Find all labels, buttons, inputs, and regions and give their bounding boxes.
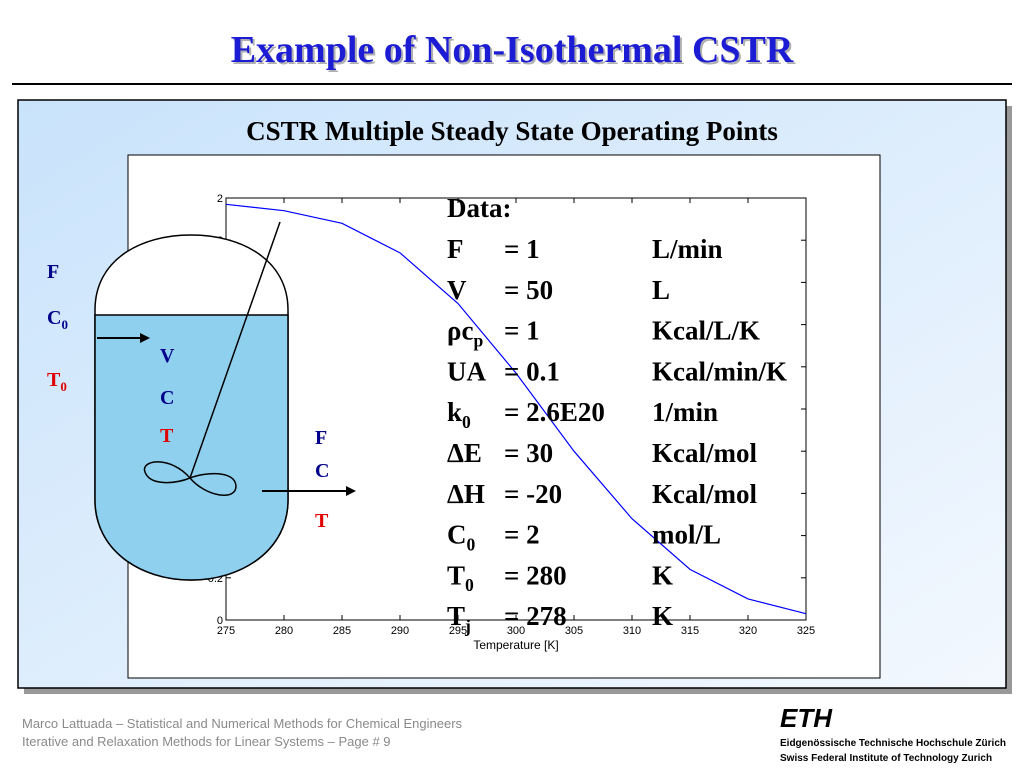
- data-value: = 1: [504, 234, 540, 264]
- stirrer-shaft: [189, 221, 281, 479]
- data-symbol: V: [447, 275, 467, 305]
- data-symbol: ΔH: [447, 479, 485, 509]
- data-unit: L/min: [652, 234, 723, 264]
- data-value: = 278: [504, 601, 567, 631]
- x-tick-label: 315: [681, 625, 699, 637]
- data-value: = -20: [504, 479, 562, 509]
- outlet-label: T: [315, 510, 329, 532]
- impeller: [143, 461, 237, 496]
- x-tick-label: 320: [739, 625, 757, 637]
- logo-line: Swiss Federal Institute of Technology Zu…: [780, 753, 992, 764]
- data-symbol: k0: [447, 397, 471, 432]
- contents-label: C: [160, 387, 174, 409]
- data-symbol-base: F: [447, 234, 464, 264]
- x-tick-label: 290: [391, 625, 409, 637]
- x-tick-label: 295: [449, 625, 467, 637]
- contents-label: V: [160, 345, 175, 367]
- curve: [225, 203, 807, 615]
- data-symbol-base: ΔE: [447, 438, 482, 468]
- x-axis-label: Temperature [K]: [473, 638, 558, 652]
- data-heading: Data:: [447, 193, 511, 223]
- x-tick-label: 275: [217, 625, 235, 637]
- contents-label-base: C: [160, 387, 174, 409]
- eth-logo: ETH: [780, 703, 833, 733]
- data-unit: Kcal/min/K: [652, 356, 787, 386]
- x-tick-label: 305: [565, 625, 583, 637]
- box-title: CSTR Multiple Steady State Operating Poi…: [246, 116, 778, 146]
- data-unit: Kcal/mol: [652, 479, 757, 509]
- data-value: = 0.1: [504, 356, 560, 386]
- data-symbol-sub: p: [473, 330, 483, 350]
- inlet-label-base: C: [47, 307, 61, 329]
- data-value: = 50: [504, 275, 553, 305]
- data-symbol-base: ρc: [447, 316, 473, 346]
- data-symbol-sub: j: [464, 616, 471, 636]
- reactor-liquid: [94, 314, 289, 581]
- data-value: = 2: [504, 520, 540, 550]
- data-symbol-base: UA: [447, 356, 486, 386]
- data-value: = 1: [504, 316, 540, 346]
- data-symbol-base: T: [447, 560, 465, 590]
- x-tick-label: 280: [275, 625, 293, 637]
- footer-line: Marco Lattuada – Statistical and Numeric…: [22, 716, 463, 731]
- inlet-label: F: [47, 261, 59, 283]
- data-symbol-base: V: [447, 275, 467, 305]
- data-symbol-sub: 0: [465, 575, 474, 595]
- y-tick-label: 0: [217, 615, 223, 627]
- x-tick-label: 310: [623, 625, 641, 637]
- data-value: = 2.6E20: [504, 397, 605, 427]
- data-symbol: C0: [447, 520, 476, 555]
- data-symbol: Tj: [447, 601, 471, 636]
- data-unit: mol/L: [652, 520, 721, 550]
- data-symbol: ΔE: [447, 438, 482, 468]
- data-unit: K: [652, 560, 673, 590]
- data-symbol: T0: [447, 560, 474, 595]
- y-tick-label: 2: [217, 193, 223, 205]
- inlet-label: C0: [47, 307, 68, 332]
- outlet-arrowhead: [346, 486, 356, 496]
- outlet-label-base: F: [315, 427, 327, 449]
- data-value: = 280: [504, 560, 567, 590]
- data-unit: 1/min: [652, 397, 718, 427]
- inlet-label-sub: 0: [60, 379, 67, 394]
- title-shadow: Example of Non-Isothermal CSTR: [233, 31, 796, 73]
- outlet-label: C: [315, 460, 329, 482]
- outlet-label-base: C: [315, 460, 329, 482]
- contents-label-base: T: [160, 425, 174, 447]
- inlet-label-base: F: [47, 261, 59, 283]
- inlet-arrowhead: [140, 333, 150, 343]
- contents-label: T: [160, 425, 174, 447]
- logo-line: Eidgenössische Technische Hochschule Zür…: [780, 738, 1006, 749]
- data-unit: Kcal/L/K: [652, 316, 760, 346]
- data-symbol: UA: [447, 356, 486, 386]
- contents-label-base: V: [160, 345, 175, 367]
- outlet-label: F: [315, 427, 327, 449]
- data-symbol: ρcp: [447, 316, 483, 351]
- inlet-label: T0: [47, 369, 67, 394]
- x-tick-label: 325: [797, 625, 815, 637]
- x-tick-label: 285: [333, 625, 351, 637]
- inlet-label-base: T: [47, 369, 61, 391]
- x-tick-label: 300: [507, 625, 525, 637]
- data-unit: K: [652, 601, 673, 631]
- reactor: [94, 221, 356, 581]
- slide-title: Example of Non-Isothermal CSTR: [231, 29, 794, 71]
- data-symbol-base: T: [447, 601, 465, 631]
- data-unit: Kcal/mol: [652, 438, 757, 468]
- footer-line: Iterative and Relaxation Methods for Lin…: [22, 734, 391, 749]
- data-symbol: F: [447, 234, 464, 264]
- data-value: = 30: [504, 438, 553, 468]
- data-symbol-base: ΔH: [447, 479, 485, 509]
- inlet-label-sub: 0: [61, 317, 68, 332]
- data-symbol-base: k: [447, 397, 462, 427]
- outlet-label-base: T: [315, 510, 329, 532]
- data-symbol-base: C: [447, 520, 467, 550]
- data-unit: L: [652, 275, 670, 305]
- data-symbol-sub: 0: [462, 412, 471, 432]
- data-symbol-sub: 0: [467, 534, 476, 554]
